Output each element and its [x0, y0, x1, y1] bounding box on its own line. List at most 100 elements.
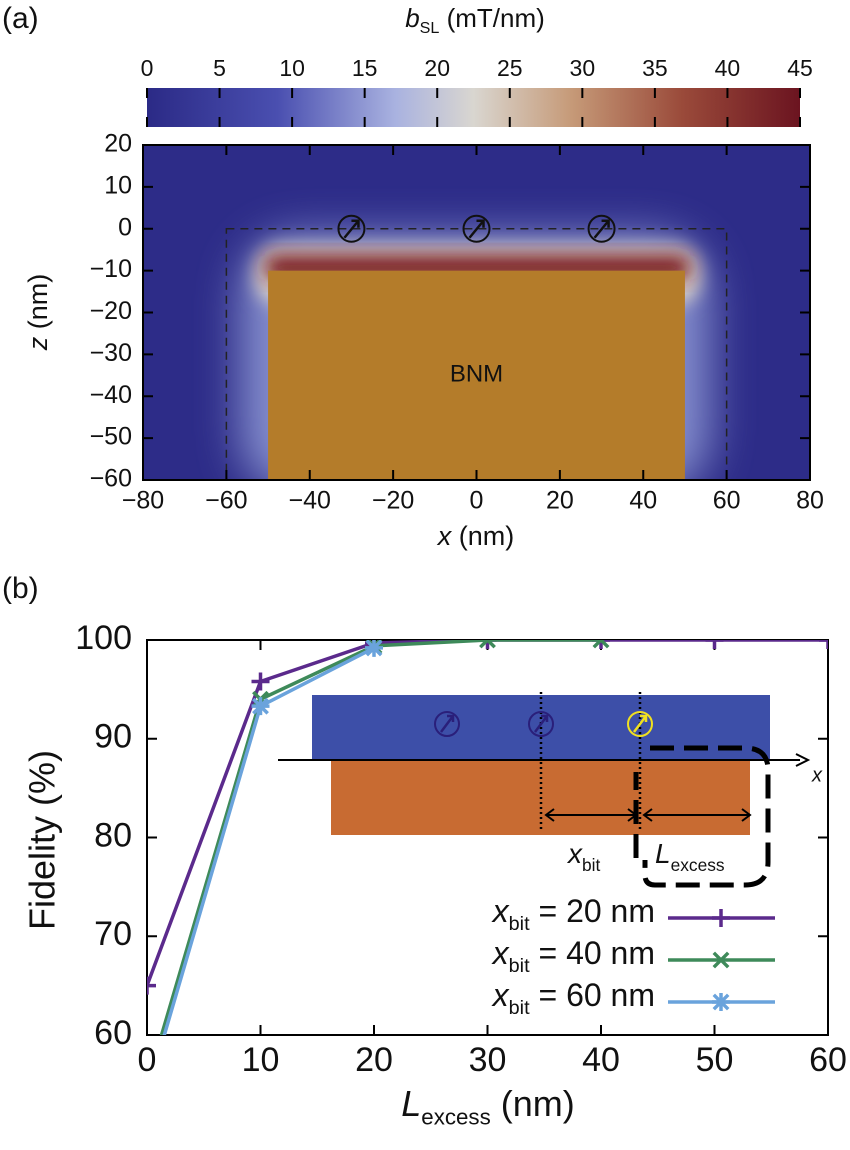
x-tick-label: −60 [205, 487, 247, 515]
y-axis-label-part: z [23, 336, 53, 351]
series-marker [251, 672, 270, 691]
inset-xbit-label-part: x [566, 838, 583, 869]
inset-lexcess-label-part: excess [671, 854, 725, 874]
series-area [138, 640, 828, 1103]
x-axis-label-part: L [401, 1083, 421, 1124]
y-tick-label: −60 [90, 465, 132, 493]
inset-xbit-label: xbit [566, 838, 601, 874]
x-tick-label: 80 [796, 487, 824, 515]
x-tick-label: 30 [469, 1041, 507, 1079]
colorbar-tick-label: 10 [279, 55, 305, 81]
qubit [462, 214, 491, 243]
colorbar-title-part: (mT/nm) [439, 3, 544, 33]
colorbar-tick-label: 0 [141, 55, 154, 81]
colorbar-tick-label: 5 [213, 55, 226, 81]
colorbar-tick-label: 45 [787, 55, 813, 81]
series-marker [138, 1085, 156, 1103]
y-tick-label: −10 [90, 255, 132, 283]
y-tick-label: 70 [94, 915, 132, 953]
x-axis-label: x (nm) [436, 521, 515, 551]
colorbar-title: bSL (mT/nm) [405, 3, 545, 37]
qubit-spin [343, 219, 360, 239]
y-tick-label: 10 [104, 171, 132, 199]
magnet-label: BNM [450, 361, 503, 388]
qubit-spin [468, 219, 485, 239]
y-axis-label-part: (nm) [23, 274, 53, 337]
series-marker [819, 640, 828, 649]
y-tick-label: −50 [90, 423, 132, 451]
x-tick-label: 10 [242, 1041, 280, 1079]
legend-label-part: bit [509, 955, 530, 977]
x-tick-label: 60 [809, 1041, 847, 1079]
legend-label: xbit = 60 nm [491, 977, 655, 1019]
y-axis-label: z (nm) [23, 274, 53, 352]
colorbar-title-part: b [405, 3, 419, 33]
colorbar-title-part: SL [420, 19, 440, 37]
qubit-circle [587, 214, 616, 243]
x-tick-label: −40 [289, 487, 331, 515]
y-tick-label: −40 [90, 381, 132, 409]
x-axis-label-part: excess [421, 1104, 490, 1129]
panel-label: (b) [2, 572, 39, 605]
qubit [587, 214, 616, 243]
legend-label-part: x [491, 935, 510, 971]
legend-label-part: = 60 nm [530, 977, 655, 1013]
x-tick-label: 40 [629, 487, 657, 515]
legend-label-part: x [491, 893, 510, 929]
qubit-spin [593, 219, 610, 239]
series-marker [140, 1077, 154, 1091]
colorbar-tick-label: 15 [352, 55, 378, 81]
y-tick-label: 80 [94, 816, 132, 854]
x-tick-label: −80 [122, 487, 164, 515]
colorbar-tick-label: 35 [642, 55, 668, 81]
inset-axis-label: x [811, 764, 823, 786]
x-tick-label: 60 [713, 487, 741, 515]
x-tick-label: 40 [582, 1041, 620, 1079]
inset-schematic [278, 692, 811, 888]
series-marker [705, 640, 724, 649]
series-marker [251, 697, 270, 716]
legend-marker [712, 909, 730, 927]
legend-label-part: = 20 nm [530, 893, 655, 929]
y-tick-label: −30 [90, 339, 132, 367]
x-axis-label-part: (nm) [491, 1083, 575, 1124]
y-tick-label: 60 [94, 1014, 132, 1052]
y-tick-label: 0 [118, 213, 132, 241]
legend-label: xbit = 40 nm [491, 935, 655, 977]
panel-label: (a) [2, 2, 39, 35]
series-marker [479, 640, 496, 649]
legend-label: xbit = 20 nm [491, 893, 655, 935]
y-tick-label: −20 [90, 297, 132, 325]
magnet [268, 270, 685, 480]
inset-xbit-label-part: bit [582, 854, 601, 874]
series-marker [478, 640, 497, 649]
inset-lexcess-label-part: L [655, 838, 671, 869]
y-tick-label: 100 [75, 619, 132, 657]
x-tick-label: 0 [470, 487, 484, 515]
y-tick-label: 20 [104, 130, 132, 158]
x-tick-label: 50 [696, 1041, 734, 1079]
series-marker [365, 640, 383, 657]
colorbar-tick-label: 20 [424, 55, 450, 81]
colorbar-tick-label: 30 [570, 55, 596, 81]
legend-marker [712, 951, 730, 969]
x-tick-label: 20 [355, 1041, 393, 1079]
inset-lexcess-label: Lexcess [655, 838, 725, 874]
legend-label-part: bit [509, 997, 530, 1019]
x-tick-label: 0 [138, 1041, 157, 1079]
x-axis-label-part: x [436, 521, 453, 551]
x-tick-label: 20 [546, 487, 574, 515]
legend-label-part: bit [509, 913, 530, 935]
x-axis-label-part: (nm) [451, 521, 514, 551]
colorbar-tick-label: 40 [715, 55, 741, 81]
colorbar [147, 88, 800, 127]
qubit-circle [337, 214, 366, 243]
qubit [337, 214, 366, 243]
series-marker [592, 640, 610, 649]
legend-label-part: x [491, 977, 510, 1013]
x-tick-label: −20 [372, 487, 414, 515]
legend-marker [712, 993, 730, 1011]
